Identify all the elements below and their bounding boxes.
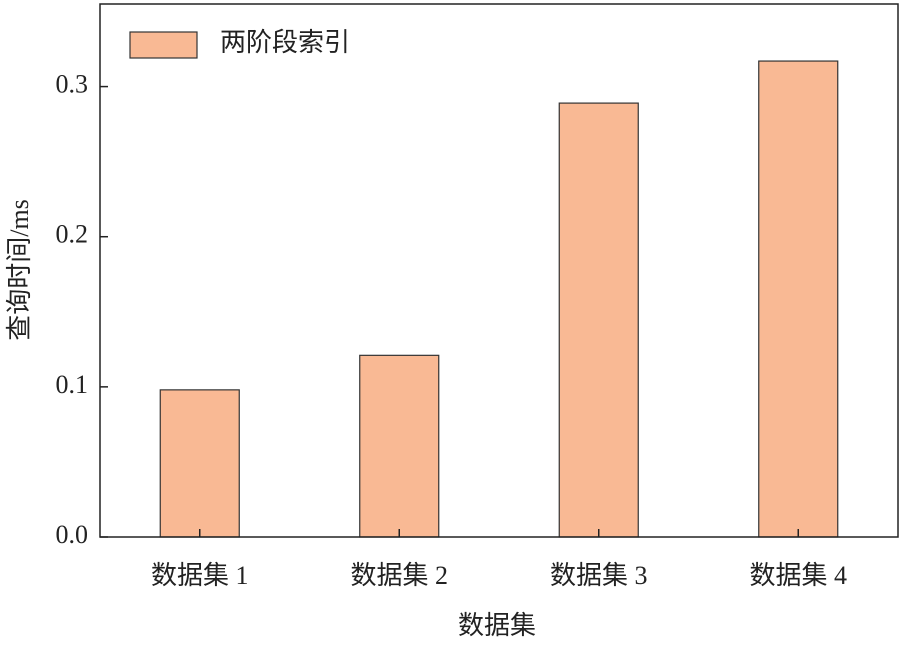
x-tick-label: 数据集 1 — [151, 561, 249, 590]
x-tick-label: 数据集 3 — [550, 561, 648, 590]
plot-frame — [99, 3, 899, 538]
x-tick-label: 数据集 4 — [749, 561, 847, 590]
bar — [558, 102, 639, 538]
y-tick-label: 0.0 — [56, 520, 89, 549]
y-tick-label: 0.2 — [56, 220, 89, 249]
x-tick-label: 数据集 2 — [350, 561, 448, 590]
y-tick-label: 0.1 — [56, 370, 89, 399]
legend-swatch — [129, 31, 198, 59]
bar — [159, 389, 240, 538]
y-axis-label: 查询时间/ms — [5, 199, 34, 341]
legend-label: 两阶段索引 — [220, 28, 350, 57]
bar — [758, 60, 839, 538]
bar — [359, 354, 440, 538]
x-axis-label: 数据集 — [458, 611, 536, 640]
y-tick-label: 0.3 — [56, 70, 89, 99]
